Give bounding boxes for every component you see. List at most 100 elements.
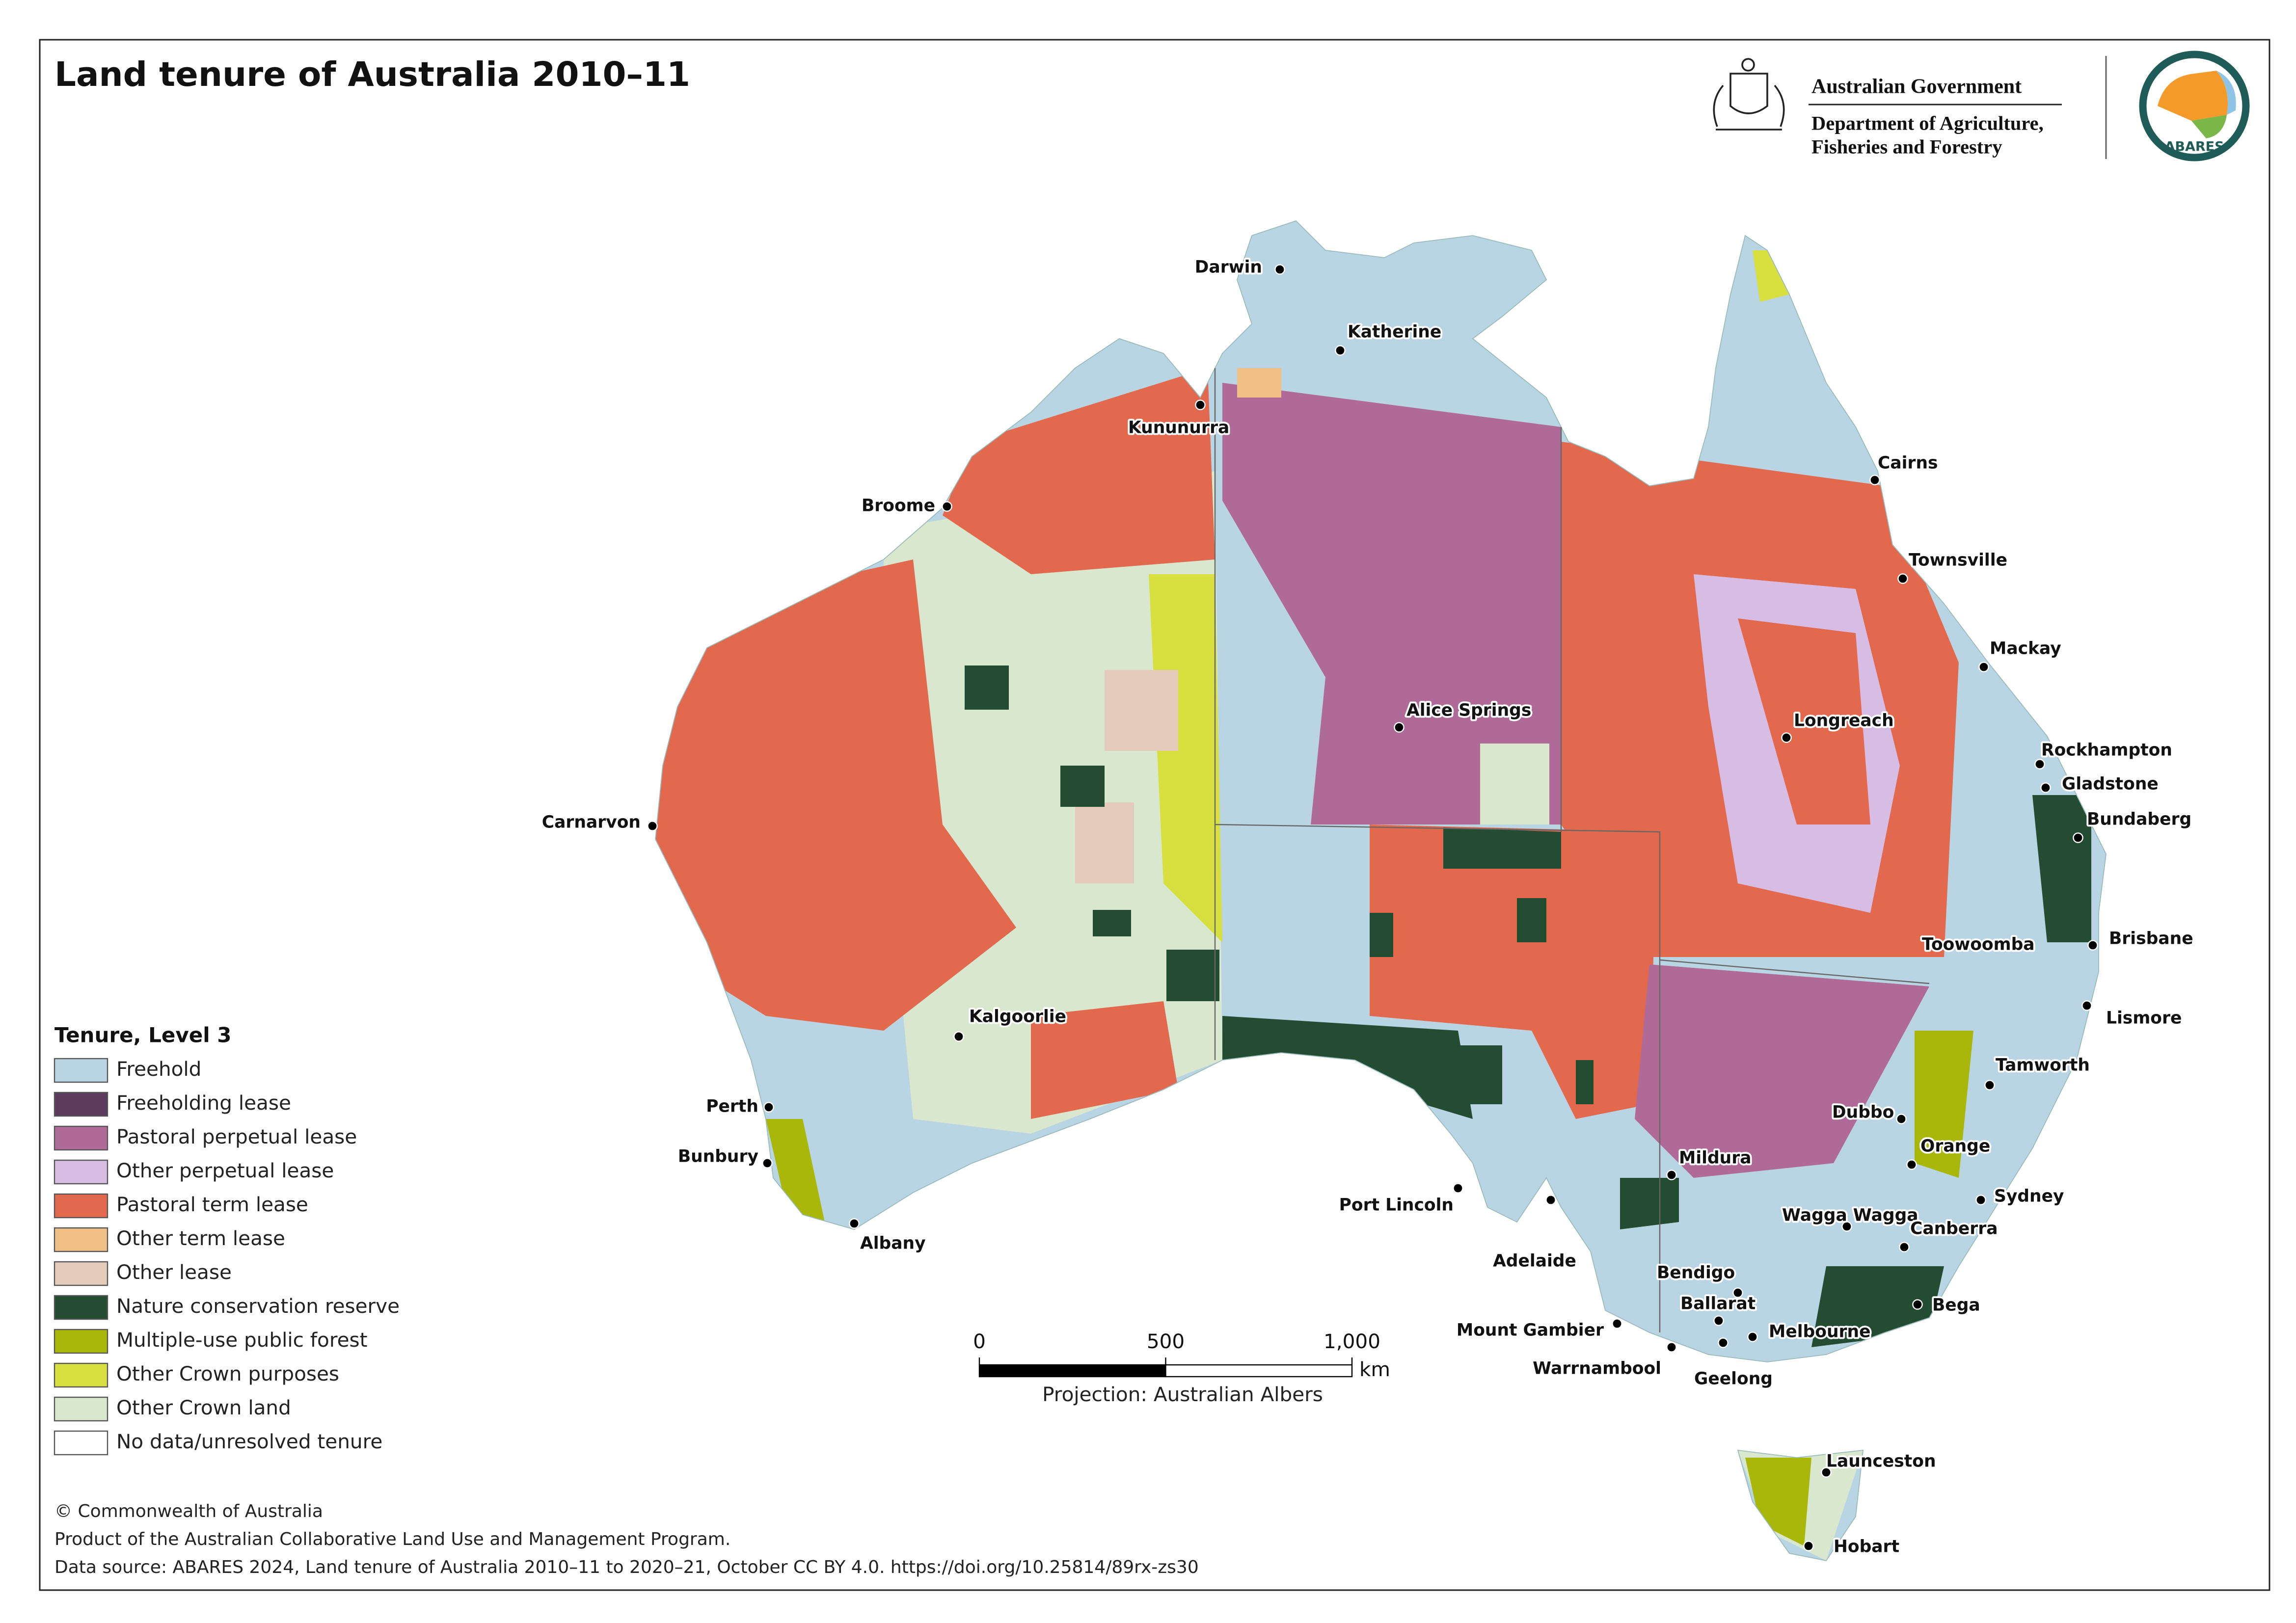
department: Fisheries and Forestry [1811,135,2002,158]
place-dot [1803,1541,1814,1551]
place-label: Albany [860,1234,926,1253]
state-borders [1214,368,1930,1333]
footer-line: © Commonwealth of Australia [54,1501,323,1521]
legend-title: Tenure, Level 3 [54,1023,232,1047]
place-label: Adelaide [1493,1251,1576,1271]
scale-bar: 0 500 1,000 km [973,1330,1390,1381]
tenure-area [655,559,1016,1031]
footer: © Commonwealth of Australia Product of th… [54,1501,1199,1577]
legend-swatch [54,1329,108,1354]
place-label: Wagga Wagga [1782,1206,1918,1225]
place-label: Katherine [1348,322,1441,342]
place-dot [762,1158,773,1169]
tenure-area [1075,802,1134,884]
place-label: Dubbo [1832,1103,1894,1122]
tenure-area [1105,670,1178,751]
tenure-area [1237,368,1281,398]
legend-label: Pastoral term lease [116,1193,308,1216]
tenure-area [1635,964,1929,1178]
tenure-area [1517,898,1546,943]
place-dot [1612,1318,1622,1329]
tenure-area [1915,1031,1973,1178]
legend-label: Other Crown land [116,1396,291,1419]
place-label: Bunbury [678,1147,758,1167]
place-label: Launceston [1826,1452,1936,1471]
tenure-area [2032,795,2091,943]
map-title: Land tenure of Australia 2010–11 [54,55,690,94]
tenure-area [1166,950,1219,1002]
page-frame [39,39,2270,1591]
tenure-area [1745,1458,1811,1546]
tenure-area [1443,1045,1502,1105]
place-label: Broome [862,496,935,516]
scale-label: 500 [1147,1330,1185,1353]
place-dot [1781,732,1792,743]
place-dot [2034,759,2045,770]
scale-unit: km [1359,1357,1390,1381]
footer-line: Data source: ABARES 2024, Land tenure of… [54,1557,1199,1577]
place-label: Mackay [1990,639,2061,659]
place-label: Kununurra [1128,418,1229,438]
tenure-area [1576,1060,1594,1105]
legend-swatch [54,1091,108,1117]
place-label: Brisbane [2109,929,2193,949]
place-label: Toowoomba [1922,935,2035,955]
place-dot [2087,940,2098,951]
scale-label: 0 [973,1330,986,1353]
tenure-area [1443,827,1561,869]
tenure-area [965,665,1009,710]
legend-swatch [54,1193,108,1219]
legend-label: No data/unresolved tenure [116,1430,382,1453]
place-label: Townsville [1909,551,2007,570]
tenure-area [1620,1178,1679,1230]
place-label: Orange [1920,1137,1990,1156]
legend-label: Freehold [116,1057,201,1081]
place-dot [1713,1315,1724,1326]
tenure-area [1480,744,1549,825]
legend-swatch [54,1261,108,1286]
legend-swatch [54,1159,108,1185]
place-label: Bendigo [1657,1263,1735,1283]
place-dot [1274,264,1285,275]
tenure-area [943,368,1215,575]
place-label: Alice Springs [1406,701,1531,720]
footer-line: Product of the Australian Collaborative … [54,1529,730,1549]
scale-segment [1165,1364,1353,1378]
place-dot [1912,1299,1923,1310]
place-dot [1821,1467,1832,1478]
legend-label: Other term lease [116,1226,285,1250]
legend-label: Other Crown purposes [116,1362,339,1385]
legend-label: Pastoral perpetual lease [116,1125,357,1148]
place-dot [1732,1287,1743,1298]
place-label: Melbourne [1769,1322,1871,1342]
place-label: Ballarat [1680,1294,1756,1314]
place-label: Kalgoorlie [969,1007,1066,1027]
place-dot [1195,399,1206,410]
crest [1713,58,1785,131]
department: Department of Agriculture, [1811,112,2044,134]
tenure-area [1149,574,1222,943]
tenure-area [1222,383,1561,825]
place-dot [1394,722,1405,733]
abares-logo: ABARES [2139,51,2250,161]
place-dot [1718,1337,1729,1348]
tenure-area [766,1119,825,1223]
place-dot [2020,940,2030,951]
land [655,221,2106,1561]
place-label: Warrnambool [1533,1359,1661,1379]
legend-swatch [54,1125,108,1151]
government: Australian Government [1811,76,2022,98]
tenure-area [1370,913,1393,958]
place-label: Perth [706,1097,758,1117]
legend: Tenure, Level 3 Freehold Freeholding lease… [54,1023,400,1456]
legend-swatch [54,1362,108,1388]
tenure-area [1093,910,1131,937]
place-label: Tamworth [1996,1056,2090,1075]
place-label: Rockhampton [2041,741,2172,760]
tenure-area [1222,1016,1473,1119]
legend-label: Nature conservation reserve [116,1294,400,1318]
place-dot [1897,573,1908,584]
tenure-area [1738,618,1870,825]
place-dot [1984,1080,1995,1091]
